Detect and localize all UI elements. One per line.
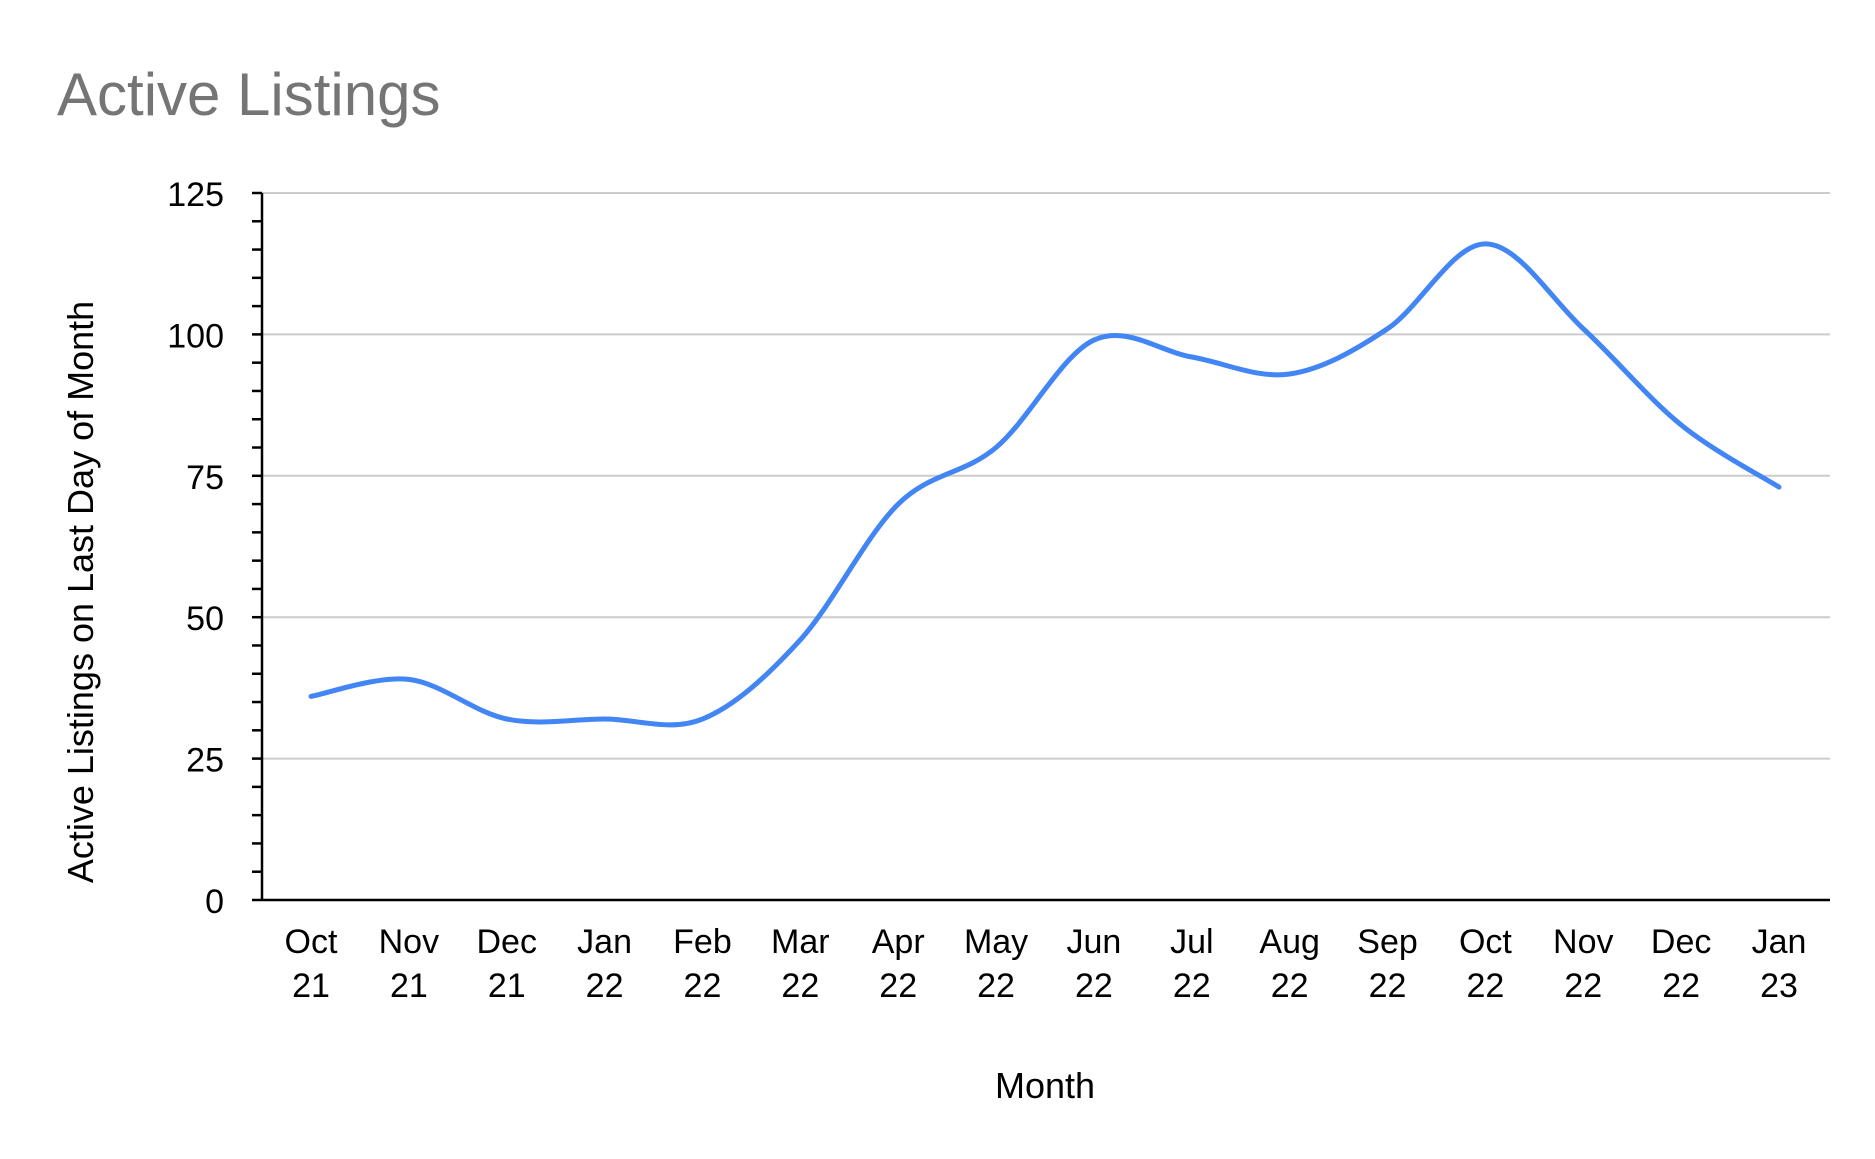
x-tick-label: Oct 21 [285,923,338,1005]
y-tick-label: 0 [205,883,224,921]
grid-lines [262,192,1830,760]
x-tick-label: May 22 [964,923,1028,1005]
x-tick-label: Jul 22 [1170,923,1213,1005]
x-tick-label: Dec 22 [1651,923,1711,1005]
y-tick-label: 125 [167,176,224,214]
x-tick-labels: Oct 21 Nov 21 Dec 21 Jan 22 Feb 22 Mar 22 Apr 22 May 22… [285,923,1807,1005]
x-axis-label: Month [995,1065,1095,1106]
x-tick-label: Nov 22 [1553,923,1613,1005]
series [308,241,1782,728]
x-tick-label: Apr 22 [872,923,925,1005]
x-tick-label: Mar 22 [771,923,830,1005]
x-tick-label: Feb 22 [673,923,732,1005]
x-tick-label: Nov 21 [379,923,439,1005]
x-tick-label: Jan 23 [1752,923,1807,1005]
x-tick-label: Jan 22 [577,923,632,1005]
y-tick-label: 50 [186,600,224,638]
x-tick-label: Sep 22 [1357,923,1418,1005]
y-tick-label: 100 [167,317,224,355]
axes [252,191,1830,902]
chart-title: Active Listings [57,61,441,128]
y-tick-labels: 0 25 50 75 100 125 [167,176,224,921]
y-axis-label: Active Listings on Last Day of Month [60,301,101,883]
y-tick-label: 25 [186,742,224,780]
y-tick-label: 75 [186,459,224,497]
x-tick-label: Oct 22 [1459,923,1512,1005]
x-tick-label: Jun 22 [1067,923,1122,1005]
series-line [308,241,1782,728]
x-tick-label: Aug 22 [1259,923,1320,1005]
x-tick-label: Dec 21 [476,923,536,1005]
